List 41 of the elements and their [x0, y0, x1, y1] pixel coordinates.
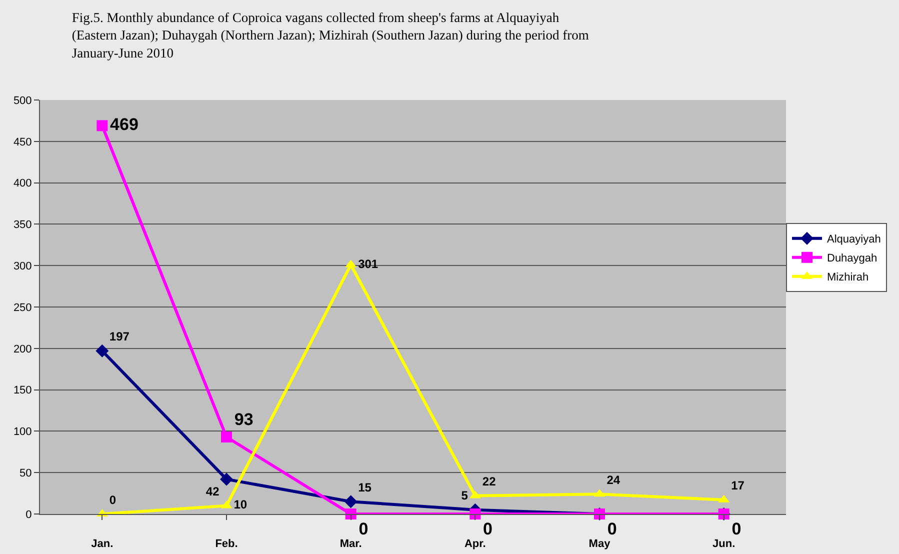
y-tick-label: 500	[13, 94, 32, 107]
data-label: 42	[206, 484, 220, 498]
point	[96, 344, 109, 358]
data-label: 0	[358, 520, 368, 539]
data-label: 0	[483, 520, 493, 539]
y-tick-label: 300	[13, 260, 32, 272]
x-tick-label: May	[588, 538, 612, 550]
y-tick-label: 200	[13, 343, 32, 356]
point	[221, 432, 232, 442]
y-tick-label: 150	[13, 384, 32, 397]
data-label: 10	[234, 498, 248, 512]
point	[96, 120, 108, 132]
data-label: 17	[731, 478, 745, 493]
point	[344, 495, 358, 508]
data-label: 0	[607, 520, 617, 539]
x-tick-label: Mar.	[340, 538, 362, 550]
x-tick-label: Feb.	[215, 538, 238, 550]
y-tick-label: 250	[13, 302, 32, 314]
data-label: 5	[461, 488, 468, 503]
data-label: 0	[109, 492, 116, 507]
y-tick-label: 50	[20, 467, 32, 480]
data-label: 469	[110, 114, 138, 134]
y-tick-label: 0	[26, 508, 32, 521]
data-label: 93	[234, 410, 254, 429]
data-label: 0	[732, 520, 742, 539]
legend-label: Duhaygah	[827, 252, 878, 265]
chart-title: Fig.5. Monthly abundance of Coproica vagans collected from sheep's farms at Alquayiyah (Eastern Jazan); Duhaygah (Northern Jazan); Mizhirah (Southern Jazan) during the period from January-June 2010	[72, 10, 590, 60]
point	[220, 472, 233, 486]
legend-label: Mizhirah	[827, 272, 869, 284]
y-tick-label: 400	[13, 178, 32, 190]
y-tick-label: 350	[13, 219, 32, 232]
y-tick-label: 450	[13, 136, 32, 148]
x-tick-label: Jan.	[91, 538, 114, 550]
x-tick-label: Jun.	[712, 538, 736, 550]
legend-label: Alquayiyah	[827, 234, 881, 246]
x-tick-label: Apr.	[464, 538, 486, 550]
data-label: 197	[109, 330, 130, 344]
data-label: 22	[482, 474, 496, 489]
data-label: 15	[358, 480, 372, 494]
y-tick-label: 100	[13, 426, 32, 438]
data-label: 24	[606, 472, 620, 487]
